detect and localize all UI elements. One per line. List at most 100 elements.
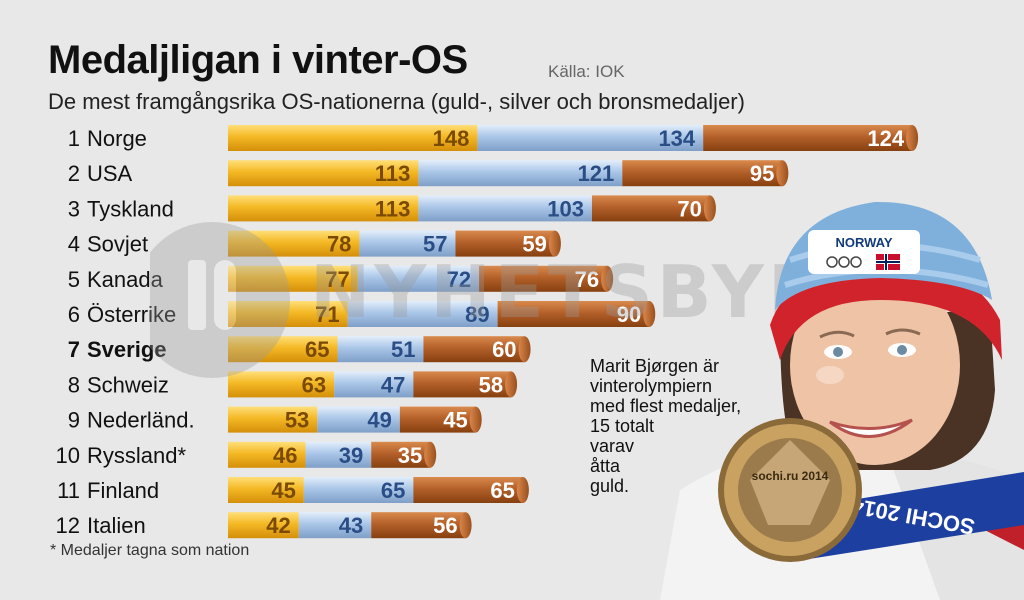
value-label: 89 bbox=[465, 302, 489, 327]
value-label: 60 bbox=[492, 337, 516, 362]
silver-bar bbox=[334, 371, 414, 398]
value-label: 65 bbox=[305, 337, 329, 362]
value-label: 51 bbox=[391, 337, 415, 362]
bronze-bar bbox=[703, 125, 913, 151]
bar-end-cap bbox=[776, 160, 789, 187]
rank-label: 5 bbox=[68, 267, 80, 292]
rank-label: 4 bbox=[68, 232, 80, 257]
bar-end-cap bbox=[469, 406, 482, 433]
caption-line: åtta bbox=[590, 456, 621, 476]
bar-end-cap bbox=[424, 441, 437, 468]
bronze-bar bbox=[455, 230, 555, 257]
caption-line: med flest medaljer, bbox=[590, 396, 742, 416]
value-label: 42 bbox=[266, 513, 290, 538]
country-label: Schweiz bbox=[87, 372, 169, 397]
silver-bar bbox=[347, 301, 498, 327]
value-label: 58 bbox=[479, 372, 503, 397]
value-label: 59 bbox=[522, 232, 546, 257]
bar-end-cap bbox=[703, 195, 716, 222]
bronze-bar bbox=[371, 441, 431, 468]
value-label: 35 bbox=[398, 443, 422, 468]
value-label: 71 bbox=[315, 302, 339, 327]
bar-end-cap bbox=[601, 265, 614, 292]
silver-bar bbox=[337, 336, 424, 363]
rank-label: 11 bbox=[57, 478, 80, 503]
bronze-bar bbox=[497, 301, 650, 327]
country-label: Kanada bbox=[87, 267, 164, 292]
gold-bar bbox=[228, 301, 348, 327]
value-label: 148 bbox=[433, 126, 470, 151]
value-label: 46 bbox=[273, 443, 297, 468]
gold-bar bbox=[228, 195, 419, 222]
country-label: Sovjet bbox=[87, 232, 148, 257]
bronze-bar bbox=[423, 336, 525, 363]
country-label: USA bbox=[87, 161, 133, 186]
value-label: 113 bbox=[375, 161, 411, 186]
value-label: 113 bbox=[375, 196, 411, 221]
rank-label: 7 bbox=[68, 337, 80, 362]
photo-caption: Marit Bjørgen är vinterolympiern med fle… bbox=[590, 356, 780, 496]
value-label: 45 bbox=[443, 408, 467, 433]
caption-line: guld. bbox=[590, 476, 630, 496]
value-label: 77 bbox=[325, 267, 349, 292]
bar-end-cap bbox=[643, 301, 656, 327]
footnote: * Medaljer tagna som nation bbox=[50, 542, 250, 559]
country-label: Nederländ. bbox=[87, 408, 195, 433]
gold-bar bbox=[228, 512, 299, 539]
value-label: 39 bbox=[339, 443, 363, 468]
caption-line: varav bbox=[590, 436, 635, 456]
gold-bar bbox=[228, 477, 304, 503]
silver-bar bbox=[418, 160, 623, 187]
country-label: Norge bbox=[87, 126, 147, 151]
gold-bar bbox=[228, 336, 338, 363]
chart-subtitle: De mest framgångsrika OS-nationerna (gul… bbox=[48, 89, 745, 114]
gold-bar bbox=[228, 406, 318, 433]
value-label: 95 bbox=[750, 161, 774, 186]
value-label: 76 bbox=[575, 267, 599, 292]
country-label: Tyskland bbox=[87, 196, 174, 221]
bronze-bar bbox=[591, 195, 710, 222]
country-label: Österrike bbox=[87, 302, 176, 327]
silver-bar bbox=[359, 230, 456, 257]
bar-end-cap bbox=[459, 512, 472, 539]
silver-bar bbox=[303, 477, 414, 503]
value-label: 57 bbox=[423, 232, 447, 257]
country-label: Finland bbox=[87, 478, 159, 503]
bronze-bar bbox=[413, 477, 523, 503]
bronze-bar bbox=[622, 160, 783, 187]
value-label: 121 bbox=[578, 161, 615, 186]
bronze-bar bbox=[413, 371, 512, 398]
rank-label: 1 bbox=[68, 126, 80, 151]
rank-label: 9 bbox=[68, 408, 80, 433]
value-label: 103 bbox=[547, 196, 584, 221]
gold-bar bbox=[228, 160, 419, 187]
value-label: 90 bbox=[617, 302, 641, 327]
value-label: 134 bbox=[658, 126, 695, 151]
bronze-bar bbox=[479, 265, 608, 292]
silver-bar bbox=[418, 195, 592, 222]
source-label: Källa: IOK bbox=[548, 62, 625, 81]
rank-label: 6 bbox=[68, 302, 80, 327]
bar-end-cap bbox=[505, 371, 518, 398]
silver-bar bbox=[357, 265, 480, 292]
bronze-bar bbox=[371, 512, 466, 539]
gold-bar bbox=[228, 265, 358, 292]
silver-bar bbox=[298, 512, 372, 539]
value-label: 45 bbox=[271, 478, 295, 503]
rank-label: 10 bbox=[56, 443, 80, 468]
value-label: 124 bbox=[867, 126, 904, 151]
bar-end-cap bbox=[518, 336, 531, 363]
value-label: 63 bbox=[302, 372, 326, 397]
value-label: 70 bbox=[677, 196, 701, 221]
gold-bar bbox=[228, 371, 335, 398]
bar-end-cap bbox=[548, 230, 561, 257]
value-label: 49 bbox=[367, 408, 391, 433]
rank-label: 3 bbox=[68, 196, 80, 221]
gold-bar bbox=[228, 441, 306, 468]
caption-line: Marit Bjørgen är bbox=[590, 356, 720, 376]
rank-label: 12 bbox=[56, 513, 80, 538]
value-label: 56 bbox=[433, 513, 457, 538]
country-label: Ryssland* bbox=[87, 443, 186, 468]
country-label: Italien bbox=[87, 513, 146, 538]
